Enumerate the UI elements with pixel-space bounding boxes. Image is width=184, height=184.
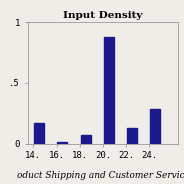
Bar — [81, 135, 91, 144]
Bar — [127, 128, 137, 144]
Title: Input Density: Input Density — [63, 11, 143, 20]
Bar — [104, 37, 114, 144]
Bar — [57, 142, 67, 144]
Bar — [34, 123, 44, 144]
Text: oduct Shipping and Customer Service: oduct Shipping and Customer Service — [17, 171, 184, 181]
Bar — [150, 109, 160, 144]
